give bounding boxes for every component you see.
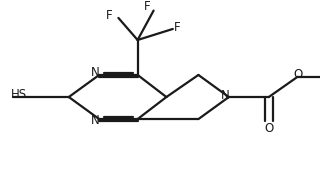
Text: HS: HS [11,88,27,101]
Text: N: N [221,89,230,102]
Text: F: F [174,21,181,34]
Text: N: N [91,114,100,127]
Text: F: F [144,0,150,13]
Text: O: O [293,67,302,81]
Text: F: F [106,9,112,22]
Text: O: O [264,122,273,135]
Text: N: N [91,66,100,79]
